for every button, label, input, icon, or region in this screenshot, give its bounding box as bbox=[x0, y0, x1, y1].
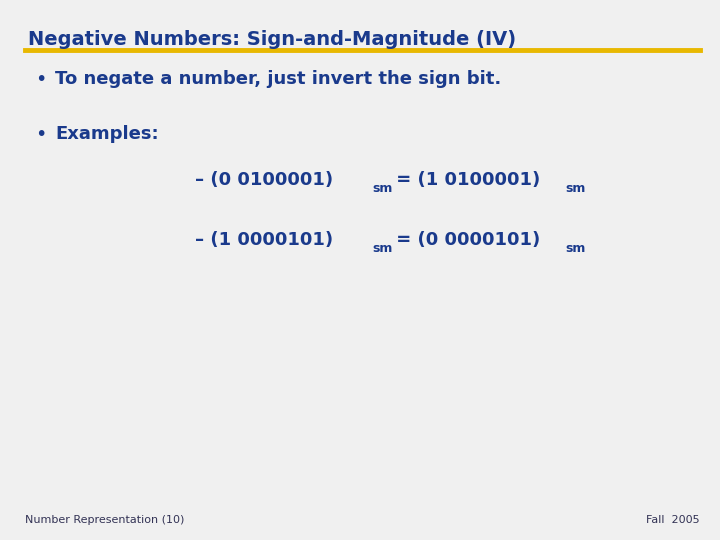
Text: sm: sm bbox=[565, 182, 585, 195]
Text: •: • bbox=[35, 125, 46, 144]
Text: Fall  2005: Fall 2005 bbox=[647, 515, 700, 525]
Text: = (1 0100001): = (1 0100001) bbox=[390, 171, 540, 189]
Text: – (1 0000101): – (1 0000101) bbox=[195, 231, 333, 249]
Text: •: • bbox=[35, 70, 46, 89]
Text: Number Representation (10): Number Representation (10) bbox=[25, 515, 184, 525]
Text: sm: sm bbox=[372, 182, 392, 195]
Text: Negative Numbers: Sign-and-Magnitude (IV): Negative Numbers: Sign-and-Magnitude (IV… bbox=[28, 30, 516, 49]
Text: – (0 0100001): – (0 0100001) bbox=[195, 171, 333, 189]
Text: sm: sm bbox=[372, 242, 392, 255]
Text: Examples:: Examples: bbox=[55, 125, 158, 143]
Text: sm: sm bbox=[565, 242, 585, 255]
Text: = (0 0000101): = (0 0000101) bbox=[390, 231, 540, 249]
Text: To negate a number, just invert the sign bit.: To negate a number, just invert the sign… bbox=[55, 70, 501, 88]
